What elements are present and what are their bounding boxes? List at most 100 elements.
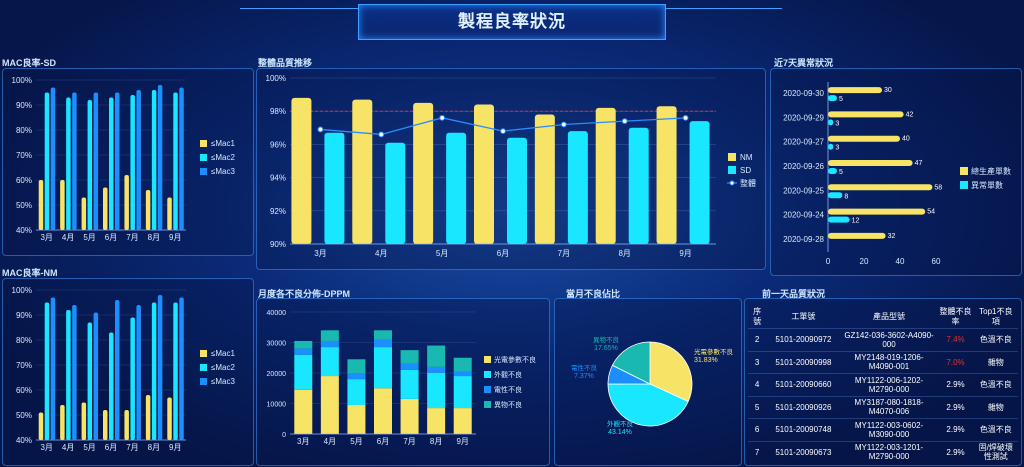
mac-nm-bar xyxy=(130,317,135,440)
mac-nm-ytick-label: 60% xyxy=(16,386,32,395)
mac-nm-bar xyxy=(167,397,172,440)
mac-nm-ytick-label: 50% xyxy=(16,411,32,420)
mac-sd-chart: 40% 50% 60% 70% 80% 90% 100% 3月 4月 5月 6月 7月 8月 9月 ≤Mac… xyxy=(12,76,236,242)
overall-line-point xyxy=(439,114,446,121)
mac-nm-bar xyxy=(50,297,56,440)
page-title: 製程良率狀況 xyxy=(458,12,566,31)
mac-sd-bar xyxy=(109,97,114,230)
dppm-legend-swatch xyxy=(484,386,491,393)
mac-nm-legend-swatch xyxy=(200,350,207,357)
mac-nm-bar xyxy=(179,297,184,440)
cell-rate: 2.9% xyxy=(937,418,974,441)
defects-legend-label: 總生產單數 xyxy=(971,166,1011,176)
mac-nm-xtick-label: 6月 xyxy=(105,443,117,452)
overall-legend-label: 整體 xyxy=(740,178,756,188)
mac-nm-legend-label: ≤Mac2 xyxy=(211,363,236,372)
mac-sd-bar xyxy=(44,92,50,230)
mac-sd-bar xyxy=(60,180,65,230)
mac-nm-ytick-label: 100% xyxy=(12,286,32,295)
defects-xtick-label: 40 xyxy=(896,257,905,266)
overall-bar-sd xyxy=(385,142,406,244)
cell-model: MY3187-080-1818-M4070-006 xyxy=(840,395,938,419)
cell-rate: 2.9% xyxy=(937,373,974,396)
overall-line-point xyxy=(378,131,385,138)
mac-sd-legend-label: ≤Mac1 xyxy=(211,139,236,148)
mac-nm-bar xyxy=(157,295,163,440)
defects-bar-total xyxy=(828,160,913,166)
defects-bar-abnormal xyxy=(828,119,834,126)
mac-sd-ytick-label: 70% xyxy=(16,151,32,160)
dppm-bar-segment xyxy=(427,408,446,434)
dppm-bar-segment xyxy=(374,330,392,340)
mac-nm-bar xyxy=(81,402,87,440)
mac-nm-xtick-label: 4月 xyxy=(62,443,74,452)
panel-title-pie: 當月不良佔比 xyxy=(566,289,621,299)
dppm-bar-segment xyxy=(453,371,472,377)
dppm-bar-segment xyxy=(427,366,446,373)
dppm-bar-segment xyxy=(347,373,366,380)
defects-bar-abnormal-label: 12 xyxy=(852,218,860,225)
defects-ytick-label: 2020-09-28 xyxy=(783,235,824,244)
mac-sd-bar xyxy=(173,92,178,230)
mac-sd-bar xyxy=(179,87,184,230)
overall-bar-nm xyxy=(413,102,434,245)
dppm-bar-segment xyxy=(320,376,339,434)
mac-nm-bar xyxy=(145,395,151,440)
overall-line-point xyxy=(621,118,628,125)
mac-nm-chart: 40% 50% 60% 70% 80% 90% 100% 3月 4月 5月 6月 7月 8月 9月 ≤Mac… xyxy=(12,286,236,452)
quality-table: 序號 工單號 產品型號 整體不良率 Top1不良項 2 5101-20090972… xyxy=(748,306,1018,463)
defects-bar-abnormal-label: 3 xyxy=(835,120,839,127)
pie-slice xyxy=(611,341,651,385)
mac-sd-ytick-label: 100% xyxy=(12,76,32,85)
mac-sd-legend-label: ≤Mac2 xyxy=(211,153,236,162)
cell-order: 5101-20090673 xyxy=(766,440,841,463)
mac-sd-bar xyxy=(38,180,44,230)
mac-sd-ytick-label: 50% xyxy=(16,201,32,210)
dppm-bar-segment xyxy=(453,408,472,434)
defects-bar-total-label: 47 xyxy=(915,160,923,167)
cell-no: 7 xyxy=(748,440,767,463)
overall-ytick-label: 96% xyxy=(270,140,286,149)
overall-ytick-label: 98% xyxy=(270,107,286,116)
defects-bar-total-label: 54 xyxy=(927,209,935,216)
overall-line-point xyxy=(682,114,689,121)
mac-sd-ytick-label: 90% xyxy=(16,101,32,110)
mac-sd-bar xyxy=(103,187,108,230)
overall-line-point xyxy=(560,121,567,128)
defects-bar-total xyxy=(828,87,882,94)
pie-slice-percent: 31.83% xyxy=(694,357,718,364)
mac-sd-ytick-label: 60% xyxy=(16,176,32,185)
mac-nm-legend-swatch xyxy=(200,364,207,371)
overall-xtick-label: 4月 xyxy=(375,249,387,258)
title-wing-left xyxy=(240,8,358,31)
mac-sd-bar xyxy=(151,90,157,230)
defects-bar-total-label: 58 xyxy=(934,184,942,191)
overall-legend-label: SD xyxy=(740,166,751,175)
overall-bar-nm xyxy=(595,107,616,244)
mac-nm-bar xyxy=(93,312,99,440)
defects-ytick-label: 2020-09-30 xyxy=(783,89,824,98)
mac-sd-xtick-label: 9月 xyxy=(169,233,181,242)
mac-nm-bar xyxy=(136,305,141,440)
dppm-legend-swatch xyxy=(484,356,491,363)
dppm-legend-label: 電性不良 xyxy=(494,385,522,394)
mac-nm-xtick-label: 3月 xyxy=(40,443,52,452)
mac-sd-xtick-label: 6月 xyxy=(105,233,117,242)
cell-no: 4 xyxy=(748,373,767,396)
overall-xtick-label: 7月 xyxy=(558,249,570,258)
dppm-bar-segment xyxy=(374,388,392,434)
title-box: 製程良率狀況 xyxy=(358,4,666,40)
cell-no: 5 xyxy=(748,395,767,419)
mac-nm-xtick-label: 5月 xyxy=(83,443,95,452)
overall-ytick-label: 92% xyxy=(270,207,286,216)
overall-bar-sd xyxy=(567,131,588,244)
overall-bar-nm xyxy=(352,99,373,244)
mac-nm-bar xyxy=(44,302,50,440)
dppm-bar-segment xyxy=(294,389,313,434)
table-row: 5 5101-20090926 MY3187-080-1818-M4070-006 2… xyxy=(748,395,1018,419)
cell-model: MY1122-003-1201-M2790-000 xyxy=(840,440,938,463)
cell-model: MY1122-003-0602-M3090-000 xyxy=(840,418,938,441)
panel-defects xyxy=(770,68,1022,276)
overall-bar-sd xyxy=(507,137,527,244)
dppm-xtick-label: 6月 xyxy=(377,437,389,446)
